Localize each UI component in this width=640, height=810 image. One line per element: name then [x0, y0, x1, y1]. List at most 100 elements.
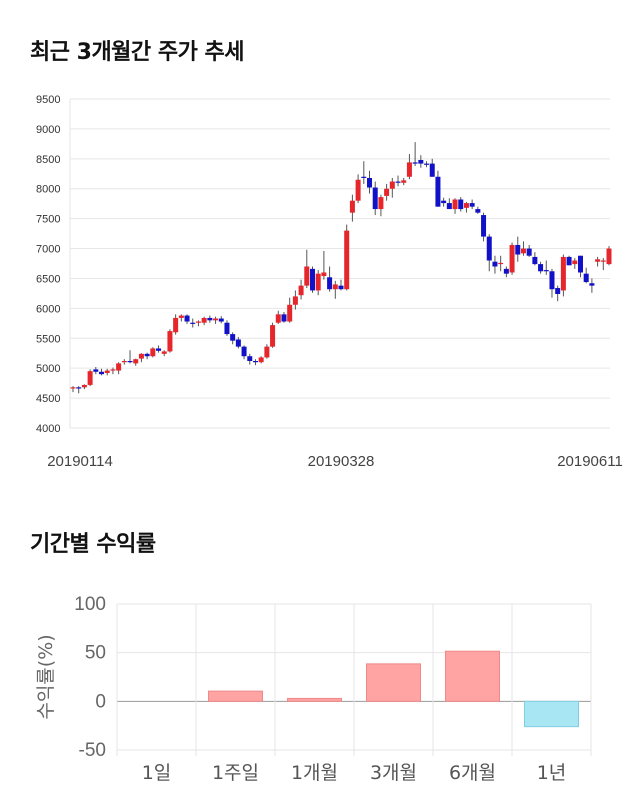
- candle-body-down: [435, 176, 441, 207]
- candle: [332, 280, 338, 299]
- candle: [549, 268, 555, 298]
- y-tick-label: 6000: [36, 303, 60, 315]
- candle-body-up: [292, 296, 298, 305]
- candle: [201, 316, 207, 326]
- period-return-title: 기간별 수익률: [30, 532, 156, 557]
- y-tick-label: 7500: [36, 214, 60, 226]
- candle-body-down: [429, 163, 435, 177]
- candle-body-down: [458, 199, 464, 210]
- candle-body-down: [367, 177, 373, 188]
- candle-body-down: [424, 163, 430, 165]
- candle-body-up: [116, 363, 122, 371]
- candle-body-down: [372, 187, 378, 210]
- candle-body-down: [218, 318, 224, 322]
- candle: [93, 366, 99, 375]
- candle: [281, 311, 287, 323]
- candle-body-down: [230, 334, 236, 341]
- candle: [412, 142, 418, 166]
- candle-body-up: [498, 262, 504, 265]
- candle-body-down: [532, 256, 538, 265]
- candle-body-up: [606, 248, 612, 265]
- candle-body-up: [270, 325, 276, 347]
- candle: [458, 197, 464, 212]
- candle: [572, 258, 578, 269]
- candle: [463, 201, 469, 213]
- candle: [264, 344, 270, 359]
- candle-body-up: [321, 272, 327, 277]
- x-category-label: 1년: [537, 762, 567, 784]
- candle: [252, 359, 258, 366]
- candle-body-down: [235, 339, 241, 347]
- candle: [338, 279, 344, 291]
- candle: [509, 242, 515, 275]
- candle-body-down: [538, 264, 544, 272]
- candle: [555, 285, 561, 302]
- candle: [195, 320, 201, 327]
- candle: [167, 329, 173, 353]
- candle-body-up: [332, 284, 338, 290]
- candle-body-up: [463, 203, 469, 208]
- candle-body-down: [469, 203, 475, 207]
- y-tick-label: 7000: [36, 244, 60, 256]
- candle: [538, 261, 544, 274]
- candle: [161, 350, 167, 357]
- candle-body-up: [110, 369, 116, 371]
- candle: [321, 250, 327, 280]
- candle: [304, 249, 310, 289]
- candle-body-down: [309, 268, 315, 291]
- candle-body-up: [378, 197, 384, 210]
- x-tick-label: 20190114: [47, 453, 113, 470]
- candle-body-up: [258, 357, 264, 363]
- candle-body-up: [201, 317, 207, 323]
- candle-body-down: [486, 236, 492, 261]
- candle: [492, 255, 498, 274]
- candle: [446, 198, 452, 210]
- x-category-label: 6개월: [449, 762, 496, 784]
- candle: [207, 315, 213, 323]
- candle-body-up: [349, 200, 355, 213]
- y-tick-label: 100: [74, 594, 106, 615]
- candle-body-down: [190, 322, 196, 324]
- candle: [475, 206, 481, 214]
- candle-body-down: [589, 283, 595, 286]
- y-tick-label: 9000: [36, 124, 60, 136]
- candle: [344, 224, 350, 291]
- candle-body-up: [173, 317, 179, 333]
- price-trend-title: 최근 3개월간 주가 추세: [30, 40, 244, 65]
- candle: [406, 154, 412, 180]
- candle-body-down: [475, 209, 481, 213]
- candle-body-down: [481, 215, 487, 237]
- y-tick-label: 50: [85, 643, 106, 664]
- candle-body-up: [384, 188, 390, 196]
- candle: [150, 347, 156, 358]
- candle: [173, 314, 179, 335]
- candle: [532, 252, 538, 266]
- y-tick-label: 0: [95, 691, 106, 712]
- candle-body-up: [81, 384, 87, 388]
- candle-body-up: [389, 181, 395, 189]
- candle: [224, 320, 230, 336]
- candle-body-up: [509, 244, 515, 273]
- candle-body-down: [526, 248, 532, 256]
- candle-body-down: [144, 353, 150, 357]
- return-bar-3: [366, 663, 421, 702]
- candle: [156, 345, 162, 353]
- candle-body-down: [395, 181, 401, 183]
- return-bar-2: [287, 697, 342, 702]
- candle: [566, 255, 572, 266]
- candle-body-up: [70, 387, 76, 389]
- y-tick-label: 4000: [36, 423, 60, 435]
- candle-body-down: [184, 315, 190, 322]
- candle-body-up: [138, 353, 144, 359]
- candle: [184, 314, 190, 324]
- candle: [595, 256, 601, 267]
- candle: [389, 177, 395, 198]
- x-category-label: 1개월: [291, 762, 338, 784]
- candle: [520, 241, 526, 256]
- candle-body-down: [224, 322, 230, 335]
- y-tick-label: -50: [79, 740, 106, 761]
- candle-body-up: [275, 314, 281, 323]
- x-category-label: 1주일: [212, 762, 259, 784]
- candle: [138, 353, 144, 363]
- candle: [481, 212, 487, 242]
